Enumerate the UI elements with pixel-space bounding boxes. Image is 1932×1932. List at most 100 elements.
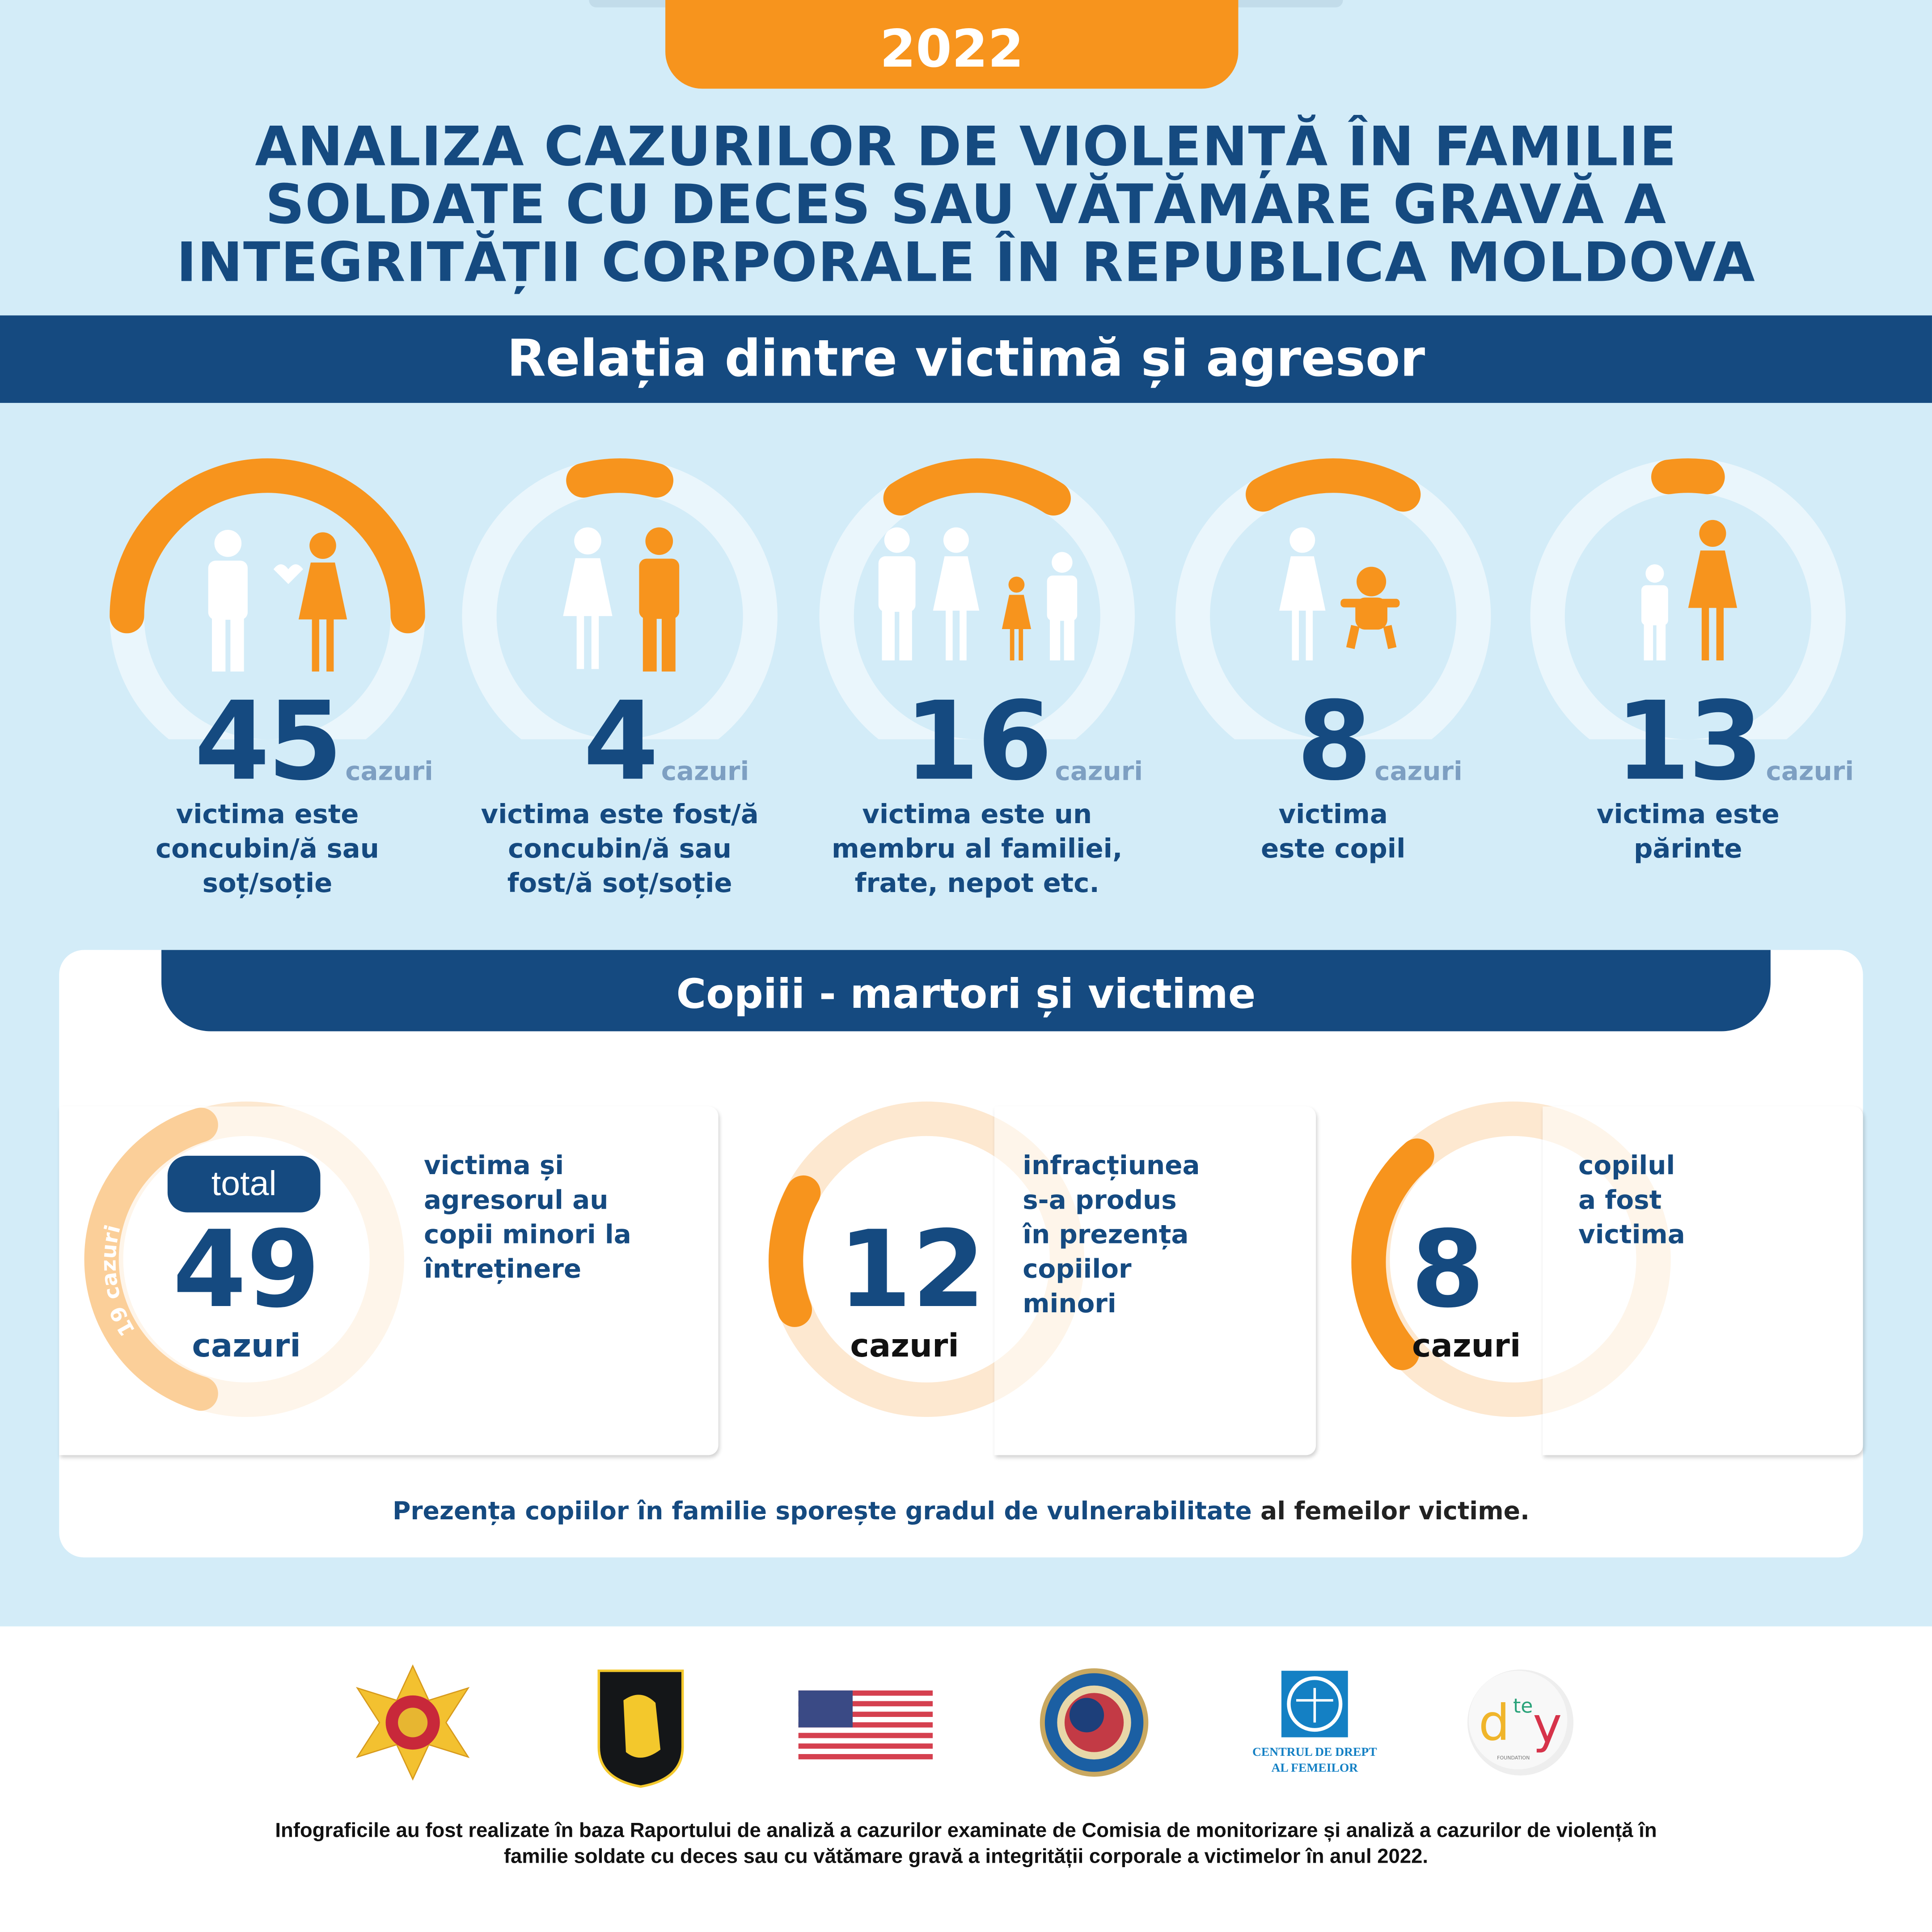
text-line: victima și — [423, 1150, 564, 1180]
stat-label-line: soț/soție — [202, 868, 333, 900]
stat-label-line: fost/ă soț/soție — [507, 868, 732, 900]
centrul-de-drept-logo: CENTRUL DE DREPT AL FEMEILOR — [1252, 1670, 1377, 1775]
victim-arc — [1351, 1138, 1434, 1370]
stat-label-line: victima este fost/ă — [481, 799, 759, 831]
total-card — [59, 1106, 719, 1455]
us-flag-logo — [798, 1690, 933, 1759]
witness-text: infracțiunea s-a produs în prezența copi… — [1023, 1148, 1200, 1321]
stat-value: 8 — [1297, 677, 1372, 805]
text-line: în prezența — [1023, 1220, 1189, 1250]
stat-value: 45 — [194, 677, 343, 805]
ring-arc — [1246, 458, 1421, 512]
text-line: s-a produs — [1023, 1185, 1177, 1215]
stat-value: 13 — [1615, 677, 1763, 805]
text-line: întreținere — [423, 1254, 582, 1284]
text-line: infracțiunea — [1023, 1150, 1200, 1180]
text-line: minori — [1023, 1289, 1116, 1319]
page-title: ANALIZA CAZURILOR DE VIOLENȚĂ ÎN FAMILIE… — [0, 118, 1932, 292]
logo-text: FOUNDATION — [1497, 1755, 1530, 1761]
footer — [0, 1626, 1932, 1932]
victim-text: copilul a fost victima — [1578, 1148, 1685, 1251]
relation-stat: 13 cazuri victima este părinte — [1516, 687, 1861, 867]
summary-rest: al femeilor victime. — [1251, 1496, 1530, 1526]
relation-ring — [462, 458, 778, 740]
stat-label-line: părinte — [1633, 834, 1742, 865]
year-tab: 2022 — [665, 0, 1239, 89]
stat-unit: cazuri — [1766, 756, 1854, 786]
total-badge: total — [167, 1155, 321, 1213]
witness-arc — [768, 1175, 821, 1327]
stat-unit: cazuri — [661, 756, 749, 786]
footnote-line: Infograficile au fost realizate în baza … — [275, 1820, 1657, 1842]
children-arcs: 19 cazuri — [97, 1138, 1434, 1370]
title-line: INTEGRITĂȚII CORPORALE ÎN REPUBLICA MOLD… — [176, 232, 1756, 295]
lion-shield-logo — [597, 1669, 684, 1788]
section-title-relation: Relația dintre victimă și agresor — [0, 315, 1932, 403]
stat-label-line: concubin/ă sau — [508, 834, 732, 865]
logo-text: CENTRUL DE DREPT — [1252, 1745, 1377, 1759]
summary-highlight: Prezența copiilor în familie sporește gr… — [392, 1496, 1252, 1526]
relation-stat: 4 cazuri victima este fost/ă concubin/ă sau… — [447, 687, 792, 902]
stat-unit: cazuri — [1374, 756, 1463, 786]
text-line: a fost — [1578, 1185, 1662, 1215]
victim-card — [1543, 1106, 1863, 1455]
relation-ring — [1530, 458, 1846, 740]
stat-label-line: victima este — [1596, 799, 1780, 831]
stat-label-line: victima — [1278, 799, 1388, 831]
stat-label-line: membru al familiei, — [832, 834, 1123, 865]
ring-arc — [110, 458, 425, 634]
stat-label-line: concubin/ă sau — [156, 834, 379, 865]
stat-label-line: victima este un — [862, 799, 1092, 831]
woman-and-man-icon — [563, 527, 680, 672]
stat-unit: cazuri — [345, 756, 433, 786]
partner-logos: CENTRUL DE DREPT AL FEMEILOR d te y FOUN… — [355, 1664, 1574, 1788]
text-line: copiilor — [1023, 1254, 1132, 1284]
total-value: 49 — [173, 1209, 321, 1332]
couple-giving-heart-icon — [208, 529, 347, 672]
text-line: copilul — [1578, 1150, 1675, 1180]
title-line: ANALIZA CAZURILOR DE VIOLENȚĂ ÎN FAMILIE — [255, 116, 1677, 179]
footnote: Infograficile au fost realizate în baza … — [0, 1818, 1932, 1870]
relation-ring — [819, 458, 1135, 740]
mai-star-emblem-logo — [355, 1664, 470, 1781]
relation-ring — [110, 458, 425, 740]
witness-value: 12 — [838, 1209, 986, 1332]
relation-rings — [110, 458, 1846, 740]
stat-value: 4 — [583, 677, 659, 805]
stat-unit: cazuri — [1055, 756, 1143, 786]
ring-arc — [1651, 458, 1725, 495]
stat-value: 16 — [904, 677, 1053, 805]
svg-text:d: d — [1479, 1694, 1510, 1751]
relation-stat: 16 cazuri victima este un membru al familie… — [804, 687, 1150, 902]
inl-seal-logo — [1040, 1668, 1149, 1777]
year: 2022 — [879, 18, 1024, 79]
section-title-children: Copiii - martori și victime — [161, 950, 1771, 1032]
dtey-foundation-logo: d te y FOUNDATION — [1467, 1669, 1574, 1776]
relation-stat: 45 cazuri victima este concubin/ă sau soț/so… — [95, 687, 440, 902]
title-line: SOLDATE CU DECES SAU VĂTĂMARE GRAVĂ A — [265, 173, 1667, 237]
total-text: victima și agresorul au copii minori la … — [424, 1148, 631, 1286]
summary-text: Prezența copiilor în familie sporește gr… — [59, 1496, 1863, 1525]
stat-label-line: frate, nepot etc. — [854, 868, 1099, 900]
total-unit: cazuri — [192, 1328, 301, 1366]
child-and-mother-icon — [1641, 520, 1738, 661]
ring-arc — [883, 458, 1071, 516]
svg-text:te: te — [1513, 1695, 1533, 1717]
stat-label-line: victima este — [176, 799, 359, 831]
text-line: victima — [1578, 1220, 1685, 1250]
relation-stat: 8 cazuri victima este copil — [1161, 687, 1506, 867]
text-line: agresorul au — [423, 1185, 609, 1215]
witness-card — [994, 1106, 1316, 1455]
family-icon — [878, 527, 1078, 661]
logo-text: AL FEMEILOR — [1272, 1761, 1359, 1775]
text-line: copii minori la — [423, 1220, 631, 1250]
ring-arc — [566, 458, 674, 498]
stat-label-line: este copil — [1260, 834, 1406, 865]
victim-value: 8 — [1411, 1209, 1485, 1332]
relation-ring — [1175, 458, 1491, 740]
witness-unit: cazuri — [850, 1328, 959, 1366]
svg-text:y: y — [1533, 1697, 1562, 1754]
woman-and-baby-icon — [1279, 527, 1400, 661]
footnote-line: familie soldate cu deces sau cu vătămare… — [503, 1846, 1429, 1868]
